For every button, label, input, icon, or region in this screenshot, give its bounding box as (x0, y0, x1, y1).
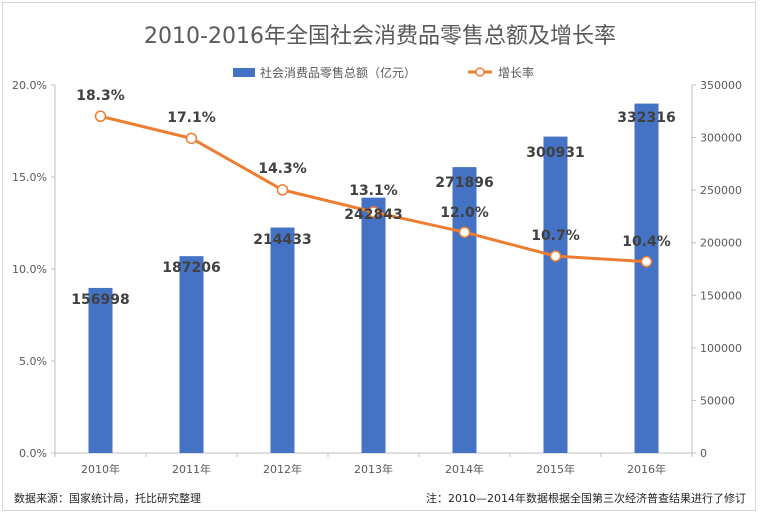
bar (179, 256, 204, 453)
bar-value-label: 214433 (253, 232, 311, 248)
chart-title: 2010-2016年全国社会消费品零售总额及增长率 (144, 24, 616, 49)
bar-value-label: 300931 (526, 145, 584, 161)
legend-label-line: 增长率 (498, 65, 534, 80)
bar (270, 227, 295, 453)
legend-swatch-bar (233, 68, 255, 77)
x-tick-label: 2014年 (445, 462, 484, 476)
bar-value-label: 187206 (162, 260, 220, 276)
right-tick-label: 100000 (700, 342, 742, 355)
growth-value-label: 17.1% (167, 110, 216, 126)
growth-point (185, 132, 198, 145)
bar (452, 167, 477, 453)
right-tick-label: 350000 (700, 79, 742, 92)
bar (634, 103, 659, 454)
bar (361, 197, 386, 453)
x-tick-label: 2012年 (263, 462, 302, 476)
growth-value-label: 10.4% (622, 234, 671, 250)
x-tick-label: 2016年 (627, 462, 666, 476)
legend-swatch-point (475, 67, 485, 77)
right-tick-label: 200000 (700, 237, 742, 250)
bar-value-label: 332316 (617, 110, 675, 126)
x-tick-label: 2015年 (536, 462, 575, 476)
growth-point (367, 206, 380, 218)
bar-value-label: 242843 (344, 207, 402, 223)
growth-value-label: 12.0% (440, 205, 489, 221)
right-tick-label: 150000 (700, 289, 742, 302)
left-tick-label: 15.0% (12, 171, 47, 184)
growth-point (94, 110, 107, 123)
right-tick-label: 50000 (700, 394, 735, 407)
left-tick-label: 10.0% (12, 263, 47, 276)
x-tick-label: 2013年 (354, 462, 393, 476)
growth-value-label: 10.7% (531, 228, 580, 244)
left-tick-label: 5.0% (19, 355, 47, 368)
growth-value-label: 13.1% (349, 183, 398, 199)
bar-value-label: 156998 (71, 292, 129, 308)
growth-point (276, 184, 289, 196)
growth-point (549, 250, 562, 262)
growth-value-label: 18.3% (76, 88, 125, 104)
right-tick-label: 300000 (700, 132, 742, 145)
footer-note: 注：2010—2014年数据根据全国第三次经济普查结果进行了修订 (426, 492, 746, 505)
bar (543, 136, 568, 454)
x-tick-label: 2010年 (81, 462, 120, 476)
left-tick-label: 0.0% (19, 447, 47, 460)
left-tick-label: 20.0% (12, 79, 47, 92)
x-tick-label: 2011年 (172, 462, 211, 476)
growth-point (458, 226, 471, 238)
right-tick-label: 250000 (700, 184, 742, 197)
bar-value-label: 271896 (435, 175, 493, 191)
growth-value-label: 14.3% (258, 161, 307, 177)
footer-source: 数据来源：国家统计局，托比研究整理 (14, 492, 201, 505)
legend-label-bar: 社会消费品零售总额（亿元） (260, 65, 416, 80)
growth-point (640, 255, 653, 268)
bar (88, 287, 113, 453)
right-tick-label: 0 (700, 447, 707, 460)
